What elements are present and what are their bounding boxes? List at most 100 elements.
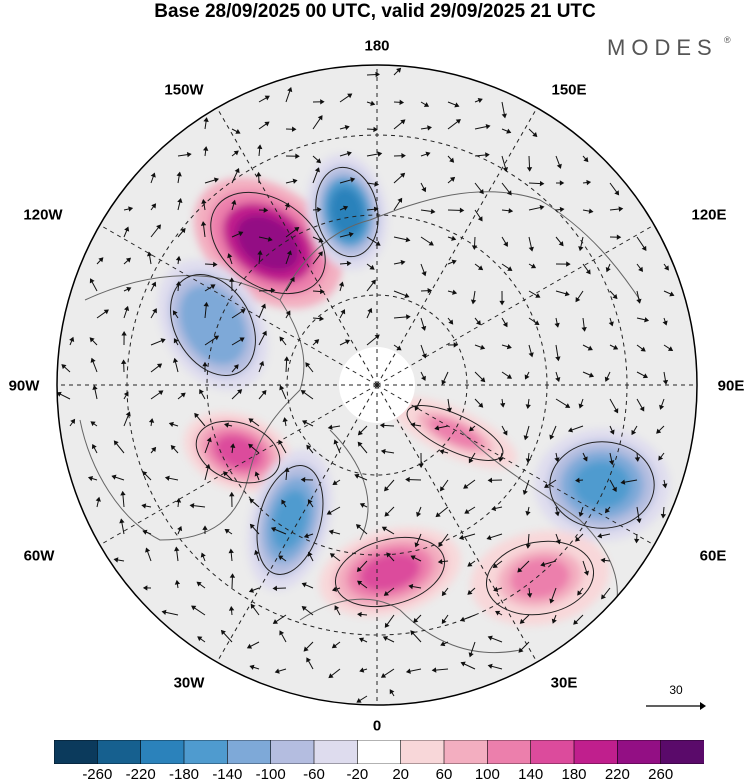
wind-arrow-head [278, 555, 284, 561]
wind-arrow-head [573, 619, 579, 625]
wind-arrow-head [98, 257, 104, 263]
wind-arrow-head [229, 491, 235, 497]
wind-arrow-head [375, 71, 380, 78]
wind-arrow-head [464, 509, 470, 514]
wind-arrow-head [189, 503, 195, 509]
wind-arrow-head [410, 630, 416, 636]
wind-arrow-head [404, 292, 410, 298]
wind-arrow-head [397, 197, 403, 203]
wind-arrow-head [575, 477, 580, 483]
wind-arrow-head [369, 264, 375, 270]
wind-arrow-head [408, 583, 414, 590]
wind-arrow-head [526, 167, 533, 172]
meridian-label-180: 180 [364, 37, 390, 55]
wind-arrow-head [357, 441, 363, 447]
wind-arrow-head [414, 405, 420, 411]
wind-arrow-head [517, 567, 523, 573]
wind-arrow-head [399, 99, 405, 106]
anomaly-contour [485, 540, 595, 616]
wind-arrow-head [263, 207, 269, 213]
wind-arrow-head [210, 284, 216, 290]
wind-arrow-head [151, 281, 157, 287]
wind-arrow-head [539, 180, 545, 187]
wind-arrow-head [380, 673, 387, 678]
wind-arrow-head [240, 309, 246, 314]
wind-arrow-head [437, 558, 443, 565]
wind-arrow-head [587, 345, 593, 351]
colorbar-tick-label: -260 [82, 766, 113, 783]
wind-arrow-head [600, 557, 606, 564]
wind-arrow-head [152, 308, 157, 314]
wind-arrow-head [235, 129, 241, 134]
wind-arrow-head [400, 259, 406, 266]
wind-arrow-head [525, 510, 531, 516]
wind-arrow-head [331, 586, 338, 592]
wind-arrow-head [620, 479, 626, 485]
wind-arrow-head [317, 206, 322, 213]
wind-arrow-head [307, 551, 313, 557]
wind-arrow-head [370, 100, 376, 106]
colorbar-segment [617, 740, 662, 764]
wind-arrow-head [396, 67, 402, 73]
wind-arrow-head [578, 403, 584, 409]
wind-arrow-head [405, 668, 411, 674]
wind-arrow-head [493, 586, 499, 592]
wind-arrow-head [522, 489, 528, 495]
wind-arrow-head [128, 206, 134, 212]
wind-arrow-head [413, 617, 419, 623]
wind-arrow-head [111, 474, 117, 480]
wind-arrow-head [485, 123, 491, 130]
anomaly-contour [549, 441, 655, 529]
wind-arrow-head [400, 119, 406, 125]
wind-arrow-head [567, 427, 574, 433]
wind-arrow-head [427, 125, 432, 131]
wind-arrow-head [586, 179, 592, 186]
colorbar-tick-label: 260 [648, 766, 674, 783]
wind-arrow-head [487, 663, 493, 669]
wind-arrow-head [597, 533, 603, 539]
colorbar-tick-label: 60 [435, 766, 453, 783]
wind-arrow-head [612, 293, 618, 300]
colorbar-segment [313, 740, 359, 764]
wind-arrow-head [357, 611, 362, 618]
wind-arrow-head [374, 181, 380, 187]
colorbar-tick-label: -180 [168, 766, 200, 783]
meridian-label-60e: 60E [699, 547, 727, 565]
wind-arrow-head [170, 444, 176, 451]
wind-arrow-head [274, 668, 280, 674]
wind-arrow-head [284, 467, 290, 473]
wind-arrow-head [121, 359, 127, 364]
wind-arrow-head [317, 251, 323, 257]
wind-arrow-head [575, 536, 581, 542]
wind-arrow-head [639, 406, 645, 412]
wind-arrow-head [405, 476, 410, 483]
wind-arrow-head [604, 376, 610, 382]
wind-arrow-head [478, 189, 484, 195]
wind-arrow-head [384, 511, 390, 517]
meridian-label-150w: 150W [164, 81, 204, 99]
wind-arrow-head [332, 480, 338, 486]
wind-arrow-head [373, 206, 379, 212]
wind-arrow-head [270, 527, 277, 532]
brand-logo: MODES [607, 35, 718, 60]
anomaly-region [510, 557, 570, 599]
wind-arrow-head [142, 585, 148, 591]
wind-arrow-head [151, 446, 157, 453]
wind-arrow-head [213, 335, 220, 341]
wind-arrow-head [487, 635, 493, 641]
wind-arrow-head [662, 320, 668, 326]
wind-arrow-head [525, 544, 531, 549]
chart-title: Base 28/09/2025 00 UTC, valid 29/09/2025… [154, 1, 596, 22]
wind-arrow-head [164, 475, 170, 481]
wind-arrow-head [272, 585, 278, 592]
wind-arrow-head [453, 342, 459, 348]
meridian-line [376, 384, 655, 546]
wind-arrow-head [609, 460, 615, 466]
wind-arrow-head [320, 288, 325, 295]
wind-arrow-head [380, 448, 386, 455]
colorbar-segment [660, 740, 704, 764]
graticule [57, 65, 697, 705]
colorbar-tick-label: -20 [346, 766, 369, 783]
wind-arrow-head [125, 257, 132, 263]
meridian-label-90e: 90E [717, 377, 745, 395]
